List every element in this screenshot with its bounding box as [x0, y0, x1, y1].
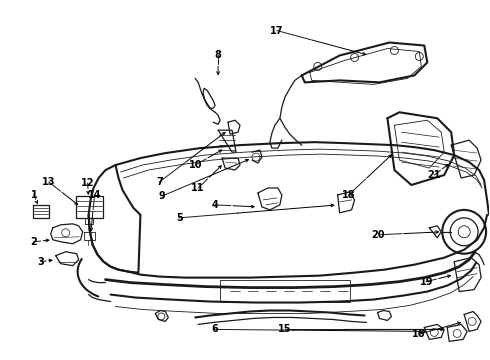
Text: 15: 15: [278, 324, 292, 334]
Text: 17: 17: [270, 26, 284, 36]
Text: 2: 2: [30, 237, 37, 247]
Text: 10: 10: [189, 160, 202, 170]
Text: 16: 16: [412, 329, 425, 339]
Text: 20: 20: [372, 230, 385, 240]
Text: 19: 19: [419, 276, 433, 287]
Text: 18: 18: [342, 190, 355, 200]
Text: 13: 13: [42, 177, 55, 187]
Text: 3: 3: [37, 257, 44, 267]
Text: 8: 8: [215, 50, 221, 60]
Text: 9: 9: [159, 191, 166, 201]
Text: 14: 14: [88, 190, 101, 200]
Text: 11: 11: [192, 183, 205, 193]
Text: 1: 1: [30, 190, 37, 200]
Text: 6: 6: [212, 324, 219, 334]
Text: 12: 12: [81, 178, 95, 188]
Text: 5: 5: [176, 213, 183, 223]
Text: 4: 4: [212, 200, 219, 210]
Text: 7: 7: [156, 177, 163, 187]
Bar: [220, 280, 349, 302]
Text: 21: 21: [427, 170, 441, 180]
